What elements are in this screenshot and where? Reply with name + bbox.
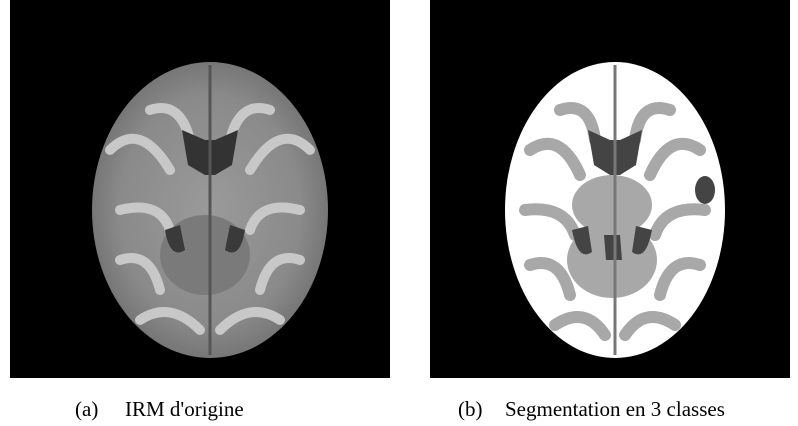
panel-b <box>430 0 790 378</box>
caption-text: Segmentation en 3 classes <box>505 397 725 421</box>
caption-label: (b) <box>458 397 483 421</box>
figure: (a) IRM d'origine (b) Segmentation en 3 … <box>0 0 798 426</box>
brain-mri <box>92 62 328 358</box>
panel-a <box>10 0 390 378</box>
brain-segmentation <box>505 62 725 358</box>
caption-label: (a) <box>75 397 98 421</box>
caption-text: IRM d'origine <box>125 397 244 421</box>
